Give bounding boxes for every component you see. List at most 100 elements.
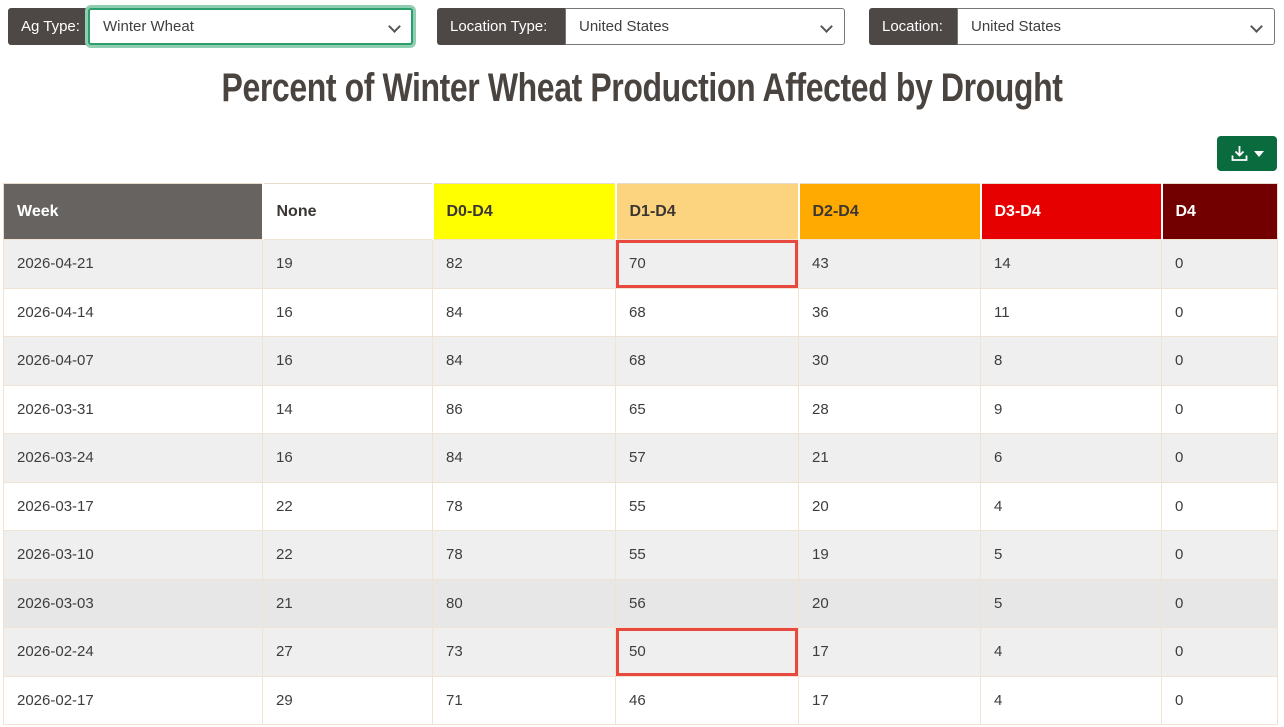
value-cell[interactable]: 17 — [798, 627, 981, 677]
location-select-wrap: United States — [957, 8, 1275, 45]
location-type-select[interactable]: United States — [565, 8, 845, 45]
value-cell[interactable]: 20 — [798, 481, 981, 531]
column-header-none: None — [262, 183, 434, 240]
value-cell[interactable]: 65 — [615, 384, 799, 434]
toolbar — [0, 136, 1284, 171]
filter-bar: Ag Type: Winter Wheat Location Type: Uni… — [0, 0, 1284, 52]
value-cell[interactable]: 68 — [615, 336, 799, 386]
value-cell[interactable]: 0 — [1161, 481, 1278, 531]
value-cell[interactable]: 0 — [1161, 627, 1278, 677]
download-button[interactable] — [1217, 136, 1277, 171]
value-cell[interactable]: 28 — [798, 384, 981, 434]
value-cell[interactable]: 55 — [615, 481, 799, 531]
week-cell: 2026-04-21 — [3, 239, 263, 289]
drought-table: Week None D0-D4 D1-D4 D2-D4 D3-D4 D4 2026-04-2… — [3, 183, 1278, 725]
value-cell[interactable]: 84 — [432, 287, 616, 337]
value-cell[interactable]: 84 — [432, 336, 616, 386]
ag-type-select[interactable]: Winter Wheat — [88, 8, 413, 45]
value-cell[interactable]: 16 — [262, 287, 433, 337]
value-cell[interactable]: 20 — [798, 578, 981, 628]
value-cell[interactable]: 16 — [262, 336, 433, 386]
value-cell[interactable]: 0 — [1161, 336, 1278, 386]
value-cell[interactable]: 36 — [798, 287, 981, 337]
column-header-d3-d4: D3-D4 — [980, 183, 1163, 240]
filter-group-location: Location: United States — [869, 8, 1275, 45]
value-cell[interactable]: 4 — [980, 627, 1162, 677]
value-cell[interactable]: 16 — [262, 433, 433, 483]
value-cell[interactable]: 84 — [432, 433, 616, 483]
value-cell[interactable]: 0 — [1161, 239, 1278, 289]
table-row[interactable]: 2026-03-10 22 78 55 19 5 0 — [3, 530, 1278, 580]
value-cell[interactable]: 5 — [980, 578, 1162, 628]
table-row[interactable]: 2026-04-07 16 84 68 30 8 0 — [3, 336, 1278, 386]
value-cell[interactable]: 55 — [615, 530, 799, 580]
location-select[interactable]: United States — [957, 8, 1275, 45]
table-row[interactable]: 2026-03-03 21 80 56 20 5 0 — [3, 578, 1278, 628]
value-cell[interactable]: 43 — [798, 239, 981, 289]
column-header-d1-d4: D1-D4 — [615, 183, 800, 240]
table-row[interactable]: 2026-02-24 27 73 50 17 4 0 — [3, 627, 1278, 677]
value-cell-highlighted[interactable]: 70 — [615, 239, 799, 289]
week-cell: 2026-03-24 — [3, 433, 263, 483]
table-row[interactable]: 2026-04-21 19 82 70 43 14 0 — [3, 239, 1278, 289]
value-cell[interactable]: 0 — [1161, 384, 1278, 434]
value-cell[interactable]: 19 — [798, 530, 981, 580]
filter-group-location-type: Location Type: United States — [437, 8, 845, 45]
value-cell[interactable]: 0 — [1161, 578, 1278, 628]
value-cell[interactable]: 17 — [798, 675, 981, 725]
value-cell[interactable]: 73 — [432, 627, 616, 677]
location-type-select-wrap: United States — [565, 8, 845, 45]
caret-down-icon — [1254, 150, 1264, 157]
value-cell[interactable]: 80 — [432, 578, 616, 628]
filter-group-ag-type: Ag Type: Winter Wheat — [8, 8, 413, 45]
value-cell[interactable]: 27 — [262, 627, 433, 677]
table-row[interactable]: 2026-02-17 29 71 46 17 4 0 — [3, 675, 1278, 725]
value-cell[interactable]: 0 — [1161, 675, 1278, 725]
value-cell[interactable]: 68 — [615, 287, 799, 337]
value-cell[interactable]: 0 — [1161, 433, 1278, 483]
value-cell[interactable]: 78 — [432, 481, 616, 531]
week-cell: 2026-03-31 — [3, 384, 263, 434]
week-cell: 2026-02-24 — [3, 627, 263, 677]
value-cell[interactable]: 8 — [980, 336, 1162, 386]
value-cell[interactable]: 22 — [262, 530, 433, 580]
value-cell[interactable]: 6 — [980, 433, 1162, 483]
value-cell[interactable]: 30 — [798, 336, 981, 386]
week-cell: 2026-04-07 — [3, 336, 263, 386]
value-cell[interactable]: 19 — [262, 239, 433, 289]
value-cell[interactable]: 86 — [432, 384, 616, 434]
value-cell[interactable]: 57 — [615, 433, 799, 483]
table-row[interactable]: 2026-04-14 16 84 68 36 11 0 — [3, 287, 1278, 337]
value-cell-highlighted[interactable]: 50 — [615, 627, 799, 677]
table-header-row: Week None D0-D4 D1-D4 D2-D4 D3-D4 D4 — [3, 183, 1278, 240]
column-header-d4: D4 — [1161, 183, 1278, 240]
value-cell[interactable]: 56 — [615, 578, 799, 628]
value-cell[interactable]: 21 — [262, 578, 433, 628]
value-cell[interactable]: 0 — [1161, 530, 1278, 580]
value-cell[interactable]: 29 — [262, 675, 433, 725]
value-cell[interactable]: 46 — [615, 675, 799, 725]
table-row[interactable]: 2026-03-24 16 84 57 21 6 0 — [3, 433, 1278, 483]
value-cell[interactable]: 22 — [262, 481, 433, 531]
column-header-d0-d4: D0-D4 — [432, 183, 617, 240]
value-cell[interactable]: 82 — [432, 239, 616, 289]
value-cell[interactable]: 14 — [262, 384, 433, 434]
value-cell[interactable]: 11 — [980, 287, 1162, 337]
table-row[interactable]: 2026-03-17 22 78 55 20 4 0 — [3, 481, 1278, 531]
value-cell[interactable]: 78 — [432, 530, 616, 580]
week-cell: 2026-02-17 — [3, 675, 263, 725]
table-row[interactable]: 2026-03-31 14 86 65 28 9 0 — [3, 384, 1278, 434]
value-cell[interactable]: 5 — [980, 530, 1162, 580]
week-cell: 2026-03-03 — [3, 578, 263, 628]
column-header-week: Week — [3, 183, 264, 240]
value-cell[interactable]: 71 — [432, 675, 616, 725]
download-icon — [1231, 146, 1248, 161]
value-cell[interactable]: 4 — [980, 481, 1162, 531]
value-cell[interactable]: 0 — [1161, 287, 1278, 337]
ag-type-label: Ag Type: — [8, 8, 88, 45]
week-cell: 2026-03-17 — [3, 481, 263, 531]
value-cell[interactable]: 14 — [980, 239, 1162, 289]
value-cell[interactable]: 9 — [980, 384, 1162, 434]
value-cell[interactable]: 21 — [798, 433, 981, 483]
value-cell[interactable]: 4 — [980, 675, 1162, 725]
